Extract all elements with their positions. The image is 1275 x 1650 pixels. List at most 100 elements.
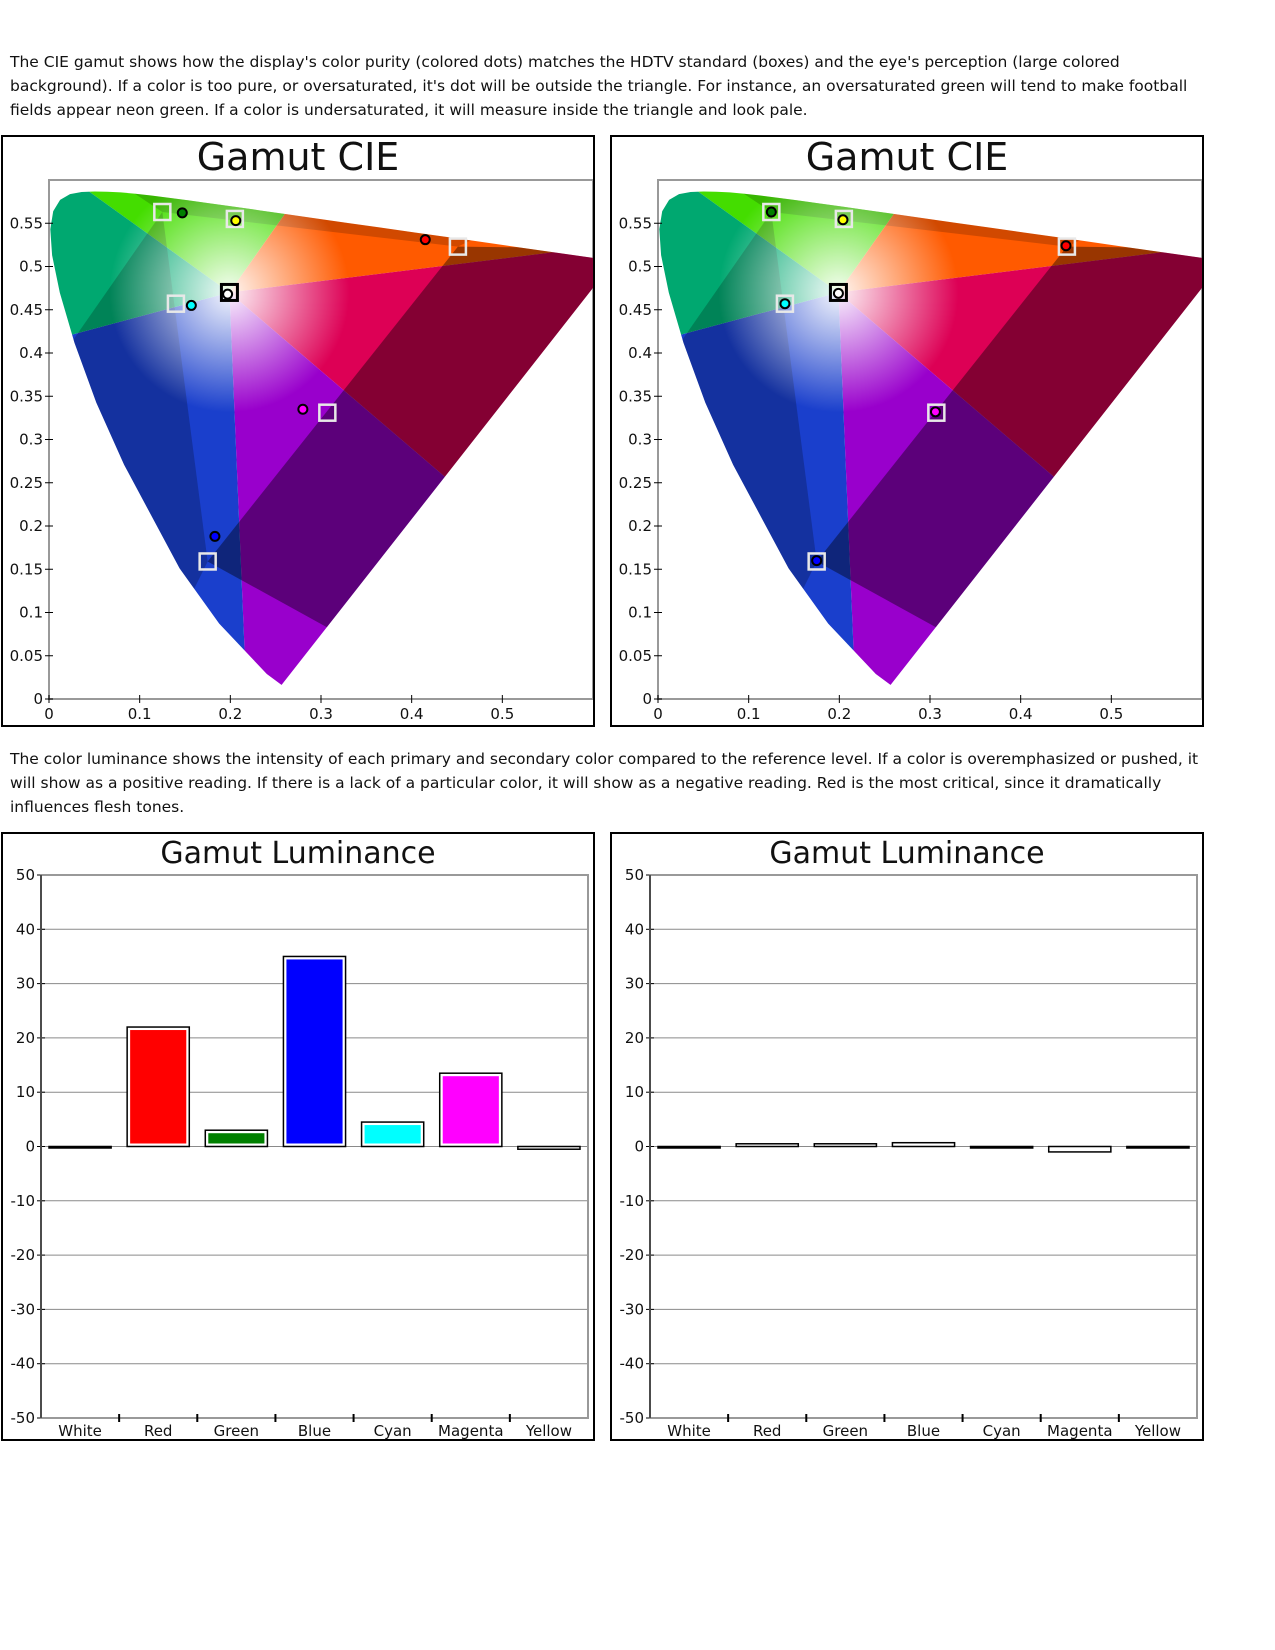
y-tick-label: 20 — [625, 1029, 644, 1047]
measured-dot-red — [419, 234, 431, 246]
target-box-magenta — [318, 403, 337, 422]
y-tick-label: 0.15 — [619, 560, 652, 578]
y-tick-label: 40 — [16, 920, 35, 938]
y-tick-label: 20 — [16, 1029, 35, 1047]
x-tick-label: Cyan — [374, 1422, 412, 1439]
x-tick-label: White — [667, 1422, 711, 1439]
x-tick-label: Green — [823, 1422, 868, 1439]
y-tick-label: -20 — [620, 1246, 645, 1264]
y-tick-label: -30 — [620, 1300, 645, 1318]
y-tick-label: 0.35 — [619, 387, 652, 405]
measured-dot-blue — [209, 530, 221, 542]
y-tick-label: 0.5 — [19, 258, 43, 276]
y-tick-label: 30 — [625, 975, 644, 993]
chart-title: Gamut Luminance — [160, 836, 436, 871]
y-tick-label: 0 — [642, 690, 652, 708]
y-tick-label: 0.05 — [619, 647, 652, 665]
x-tick-label: 0 — [653, 705, 663, 723]
measured-dot-green — [765, 206, 777, 218]
measured-dot-white — [832, 287, 844, 299]
y-tick-label: 0.55 — [10, 214, 43, 232]
y-tick-label: -50 — [620, 1409, 645, 1427]
y-tick-label: 0 — [25, 1138, 35, 1156]
bar-blue — [286, 959, 343, 1144]
cie-chart-after: Gamut CIE 0 0.05 0.1 0.15 0.2 0.25 0.3 0.35 0.4 0… — [610, 135, 1204, 727]
x-tick-label: White — [58, 1422, 102, 1439]
y-tick-label: 10 — [16, 1083, 35, 1101]
y-tick-label: 0.1 — [628, 604, 652, 622]
x-tick-label: 0.1 — [737, 705, 761, 723]
y-tick-label: 0.55 — [619, 214, 652, 232]
y-tick-label: 50 — [16, 866, 35, 884]
luminance-plot: -50 -40 -30 -20 -10 0 10 20 30 40 50 White Red Green B… — [620, 866, 1198, 1439]
x-tick-label: 0.1 — [128, 705, 152, 723]
target-box-white — [219, 282, 239, 302]
y-tick-label: 0.05 — [10, 647, 43, 665]
measured-dot-cyan — [185, 299, 197, 311]
y-tick-label: 0.2 — [628, 517, 652, 535]
luminance-chart-before: Gamut Luminance -50 -40 -30 -20 -10 0 10 20 30 40… — [1, 832, 595, 1441]
luminance-plot: -50 -40 -30 -20 -10 0 10 20 30 40 50 White Red Green B… — [11, 866, 589, 1439]
y-tick-label: 0.25 — [619, 474, 652, 492]
x-tick-label: Magenta — [438, 1422, 503, 1439]
cie-color-region — [229, 292, 503, 685]
target-box-yellow — [225, 209, 245, 229]
y-tick-label: -10 — [620, 1192, 645, 1210]
x-tick-label: Red — [753, 1422, 782, 1439]
y-tick-label: 0.4 — [19, 344, 43, 362]
measured-dot-yellow — [230, 215, 242, 227]
y-tick-label: 0.25 — [10, 474, 43, 492]
measured-dot-blue — [811, 555, 823, 567]
y-tick-label: 0.3 — [628, 431, 652, 449]
y-tick-label: 40 — [625, 920, 644, 938]
y-tick-label: 0.4 — [628, 344, 652, 362]
luminance-description: The color luminance shows the intensity … — [10, 750, 1199, 816]
y-tick-label: 0.35 — [10, 387, 43, 405]
bar-cyan — [364, 1125, 421, 1144]
x-tick-label: Cyan — [983, 1422, 1021, 1439]
cie-color-region — [838, 292, 1112, 685]
chart-title: Gamut Luminance — [769, 836, 1045, 871]
x-tick-label: Magenta — [1047, 1422, 1112, 1439]
x-tick-label: Yellow — [1134, 1422, 1181, 1439]
bar-outline-blue — [891, 1141, 956, 1148]
measured-dot-cyan — [779, 298, 791, 310]
y-tick-label: 0.1 — [19, 604, 43, 622]
y-tick-label: 0 — [33, 690, 43, 708]
x-tick-label: 0.4 — [400, 705, 424, 723]
y-tick-label: -20 — [11, 1246, 36, 1264]
y-tick-label: 30 — [16, 975, 35, 993]
chart-title: Gamut CIE — [805, 135, 1009, 179]
y-tick-label: 0 — [634, 1138, 644, 1156]
bar-outline-yellow — [1126, 1145, 1190, 1149]
cie-plot: 0 0.05 0.1 0.15 0.2 0.25 0.3 0.35 0.4 0.45 0.5 0.55… — [10, 179, 593, 723]
x-tick-label: 0.5 — [490, 705, 514, 723]
measured-dot-yellow — [837, 214, 849, 226]
target-box-blue — [198, 552, 217, 571]
bar-green — [208, 1133, 265, 1144]
luminance-chart-after: Gamut Luminance -50 -40 -30 -20 -10 0 10 20 30 40… — [610, 832, 1204, 1441]
bar-outline-magenta — [1047, 1145, 1112, 1153]
measured-dot-white — [222, 288, 234, 300]
target-box-red — [1057, 237, 1077, 256]
x-tick-label: 0 — [44, 705, 54, 723]
x-tick-label: 0.2 — [827, 705, 851, 723]
y-tick-label: -10 — [11, 1192, 36, 1210]
x-tick-label: 0.4 — [1009, 705, 1033, 723]
bar-outline-cyan — [969, 1145, 1034, 1149]
y-tick-label: -50 — [11, 1409, 36, 1427]
x-tick-label: 0.5 — [1099, 705, 1123, 723]
x-tick-label: Green — [214, 1422, 259, 1439]
target-box-yellow — [834, 209, 854, 229]
y-tick-label: -30 — [11, 1300, 36, 1318]
bar-outline-white — [657, 1145, 721, 1149]
y-tick-label: 0.3 — [19, 431, 43, 449]
x-tick-label: Red — [144, 1422, 173, 1439]
y-tick-label: 0.2 — [19, 517, 43, 535]
measured-dot-magenta — [929, 406, 941, 418]
y-tick-label: -40 — [620, 1355, 645, 1373]
target-box-blue — [807, 552, 826, 571]
target-box-cyan — [775, 294, 795, 313]
measured-dot-red — [1060, 240, 1072, 252]
bar-outline-white — [48, 1145, 112, 1149]
